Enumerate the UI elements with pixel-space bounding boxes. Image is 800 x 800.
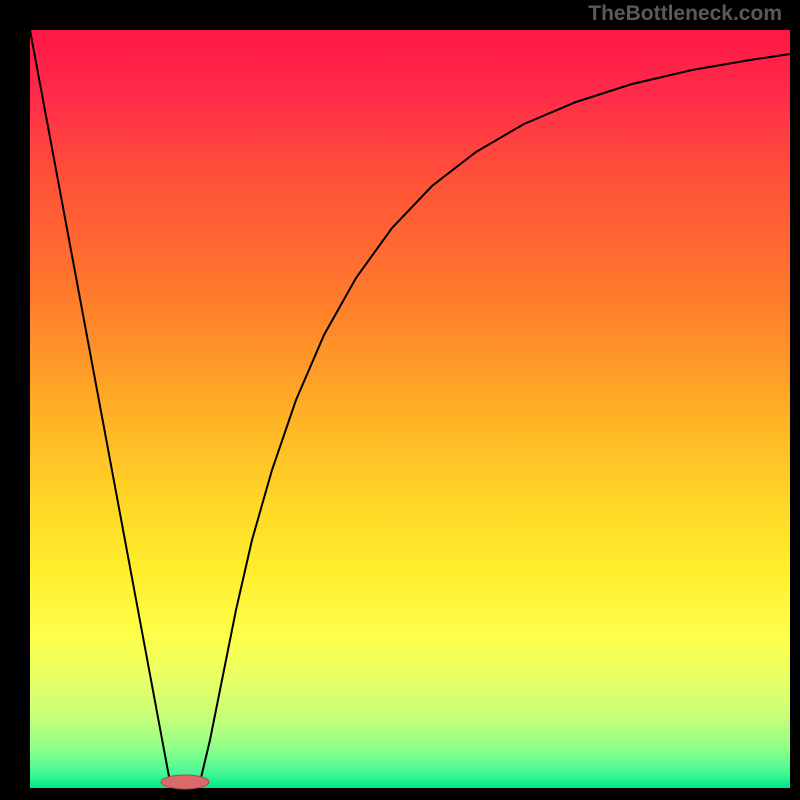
chart-container: TheBottleneck.com (0, 0, 800, 800)
chart-plot-area (30, 30, 790, 788)
watermark-text: TheBottleneck.com (588, 2, 782, 26)
bottleneck-chart (0, 0, 800, 800)
bottleneck-marker (161, 775, 209, 789)
